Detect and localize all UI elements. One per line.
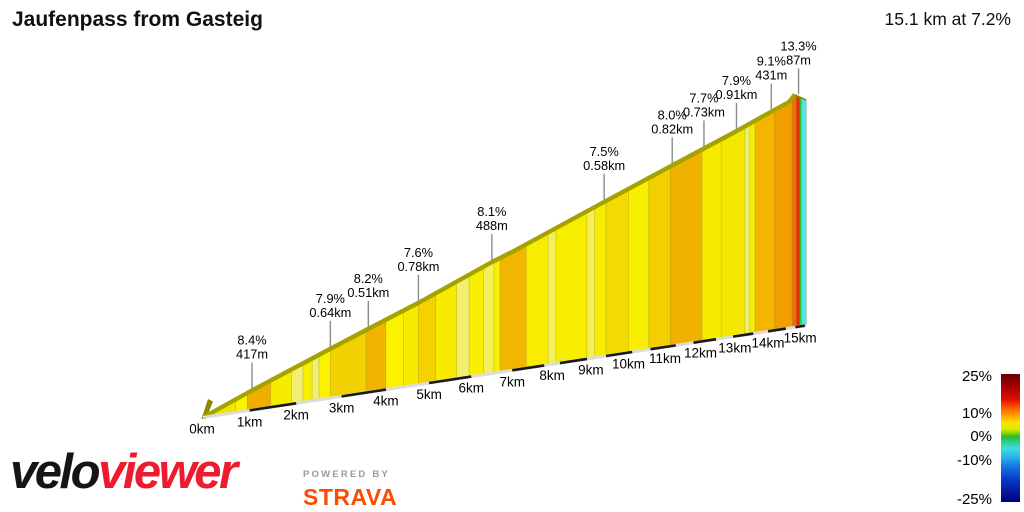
profile-segment	[499, 243, 527, 373]
x-axis-label: 8km	[539, 368, 565, 383]
annotation-detail-label: 87m	[786, 52, 811, 67]
x-axis-label: 1km	[237, 414, 263, 429]
profile-segment	[594, 200, 607, 359]
legend-tick-label: 0%	[970, 428, 992, 445]
annotation-gradient-label: 7.9%	[316, 291, 345, 306]
x-axis-label: 2km	[283, 407, 309, 422]
annotation-gradient-label: 7.6%	[404, 245, 433, 260]
profile-segment	[670, 148, 703, 347]
gradient-legend-bar	[1001, 374, 1020, 502]
baseline-tick	[732, 332, 754, 338]
ride-stats: 15.1 km at 7.2%	[884, 9, 1011, 29]
profile-segment	[605, 188, 629, 357]
profile-segment	[483, 260, 495, 376]
baseline-tick	[341, 388, 387, 398]
baseline-tick	[512, 364, 545, 372]
x-axis-label: 4km	[373, 394, 399, 409]
profile-segment	[801, 97, 807, 327]
baseline-tick	[795, 324, 806, 329]
profile-start-cap	[201, 399, 213, 419]
x-axis-label: 0km	[189, 422, 215, 437]
baseline-tick	[650, 344, 676, 351]
baseline-tick	[559, 357, 588, 365]
powered-by-label: POWERED BY	[303, 469, 390, 480]
annotation-gradient-label: 13.3%	[780, 38, 816, 53]
baseline-tick	[693, 337, 717, 344]
profile-segment	[796, 94, 801, 328]
ridge-line-end	[794, 94, 807, 101]
profile-segment	[791, 94, 797, 328]
profile-segment	[493, 257, 501, 374]
baseline-tick	[249, 401, 297, 412]
baseline-tick	[605, 350, 633, 358]
annotation-detail-label: 0.51km	[347, 285, 389, 300]
profile-segment	[547, 227, 557, 366]
page-title: Jaufenpass from Gasteig	[12, 8, 263, 31]
x-axis-label: 3km	[329, 400, 355, 415]
baseline-tick	[428, 375, 472, 385]
x-axis-label: 7km	[499, 374, 525, 389]
profile-segment	[754, 109, 775, 334]
logo-velo: velo	[10, 445, 101, 499]
profile-segment	[701, 138, 722, 342]
annotation-gradient-label: 8.0%	[658, 107, 687, 122]
profile-segment	[744, 123, 751, 336]
legend-tick-label: -25%	[956, 491, 992, 508]
x-axis-label: 9km	[578, 362, 604, 377]
x-axis-label: 15km	[784, 330, 817, 345]
strava-logo: STRAVA	[303, 484, 398, 510]
x-axis-label: 6km	[458, 381, 484, 396]
profile-segment	[435, 281, 457, 383]
annotation-gradient-label: 7.7%	[689, 90, 718, 105]
x-axis-label: 10km	[612, 357, 645, 372]
profile-segment	[648, 165, 671, 350]
profile-segment	[586, 206, 595, 360]
profile-segment	[468, 266, 484, 378]
profile-segment	[555, 210, 588, 364]
legend-tick-label: -10%	[956, 452, 992, 469]
annotation-detail-label: 0.78km	[397, 259, 439, 274]
x-axis-label: 14km	[752, 335, 785, 350]
x-axis-label: 13km	[718, 340, 751, 355]
x-axis-label: 12km	[684, 346, 717, 361]
annotation-detail-label: 0.91km	[716, 87, 758, 102]
annotation-detail-label: 417m	[236, 346, 268, 361]
profile-segment	[418, 292, 436, 385]
profile-segment	[628, 177, 650, 353]
annotation-gradient-label: 7.5%	[590, 144, 619, 159]
profile-segment	[403, 302, 419, 388]
annotation-gradient-label: 7.9%	[722, 73, 751, 88]
annotation-gradient-label: 8.2%	[354, 271, 383, 286]
profile-segment	[385, 310, 404, 390]
logo-viewer: viewer	[98, 445, 238, 499]
annotation-detail-label: 0.73km	[683, 104, 725, 119]
profile-segment	[774, 97, 793, 331]
baseline-tick	[767, 327, 787, 333]
annotation-gradient-label: 8.4%	[237, 332, 266, 347]
annotation-gradient-label: 9.1%	[757, 54, 786, 69]
annotation-gradient-label: 8.1%	[477, 204, 506, 219]
profile-segment	[456, 274, 470, 380]
ridge-line	[201, 93, 797, 420]
legend-tick-label: 10%	[961, 405, 992, 422]
profile-segment	[749, 120, 756, 335]
profile-segment	[720, 125, 746, 339]
profile-segment	[311, 354, 320, 402]
profile-segment	[318, 348, 331, 401]
annotation-detail-label: 0.58km	[583, 158, 625, 173]
profile-segment	[525, 231, 549, 369]
annotation-detail-label: 488m	[476, 218, 508, 233]
veloviewer-logo[interactable]: veloviewer	[10, 444, 238, 504]
strava-attribution[interactable]: POWERED BY STRAVA	[303, 464, 397, 511]
x-axis-label: 5km	[416, 387, 442, 402]
annotation-detail-label: 431m	[755, 68, 787, 83]
annotation-detail-label: 0.82km	[651, 121, 693, 136]
annotation-detail-label: 0.64km	[309, 305, 351, 320]
x-axis-label: 11km	[649, 351, 681, 366]
legend-tick-label: 25%	[961, 368, 992, 385]
